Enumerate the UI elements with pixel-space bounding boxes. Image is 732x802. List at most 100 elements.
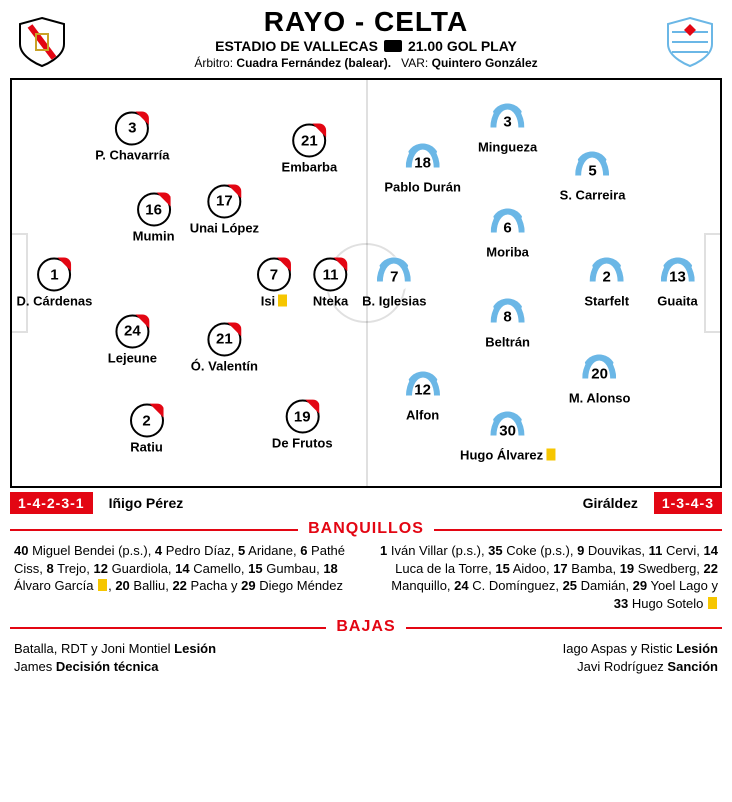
home-coach: Iñigo Pérez <box>109 495 184 511</box>
player-number: 5 <box>588 162 596 179</box>
player-number: 3 <box>503 114 511 131</box>
away-coach: Giráldez <box>583 495 638 511</box>
player-name: Guaita <box>657 294 697 309</box>
player-token: 3 P. Chavarría <box>95 111 169 162</box>
home-player-circle: 7 <box>257 258 291 292</box>
player-name: D. Cárdenas <box>17 294 93 309</box>
match-header: RAYO - CELTA ESTADIO DE VALLECAS 21.00 G… <box>6 6 726 70</box>
player-number: 12 <box>414 382 431 399</box>
player-token: 2 Ratiu <box>130 404 164 455</box>
match-subtitle: ESTADIO DE VALLECAS 21.00 GOL PLAY <box>6 38 726 54</box>
player-name: Ó. Valentín <box>191 358 258 373</box>
player-number: 19 <box>294 408 311 425</box>
away-player-circle: 8 <box>491 298 525 332</box>
bench-lists: 40 Miguel Bendei (p.s.), 4 Pedro Díaz, 5… <box>14 542 718 612</box>
bench-home: 40 Miguel Bendei (p.s.), 4 Pedro Díaz, 5… <box>14 542 358 612</box>
bench-label: BANQUILLOS <box>6 520 726 538</box>
yellow-card-icon <box>546 449 555 461</box>
away-player-circle: 12 <box>406 371 440 405</box>
player-token: 19De Frutos <box>272 400 333 451</box>
player-token: 7 B. Iglesias <box>362 258 426 309</box>
away-player-circle: 18 <box>406 144 440 178</box>
home-player-circle: 1 <box>37 258 71 292</box>
player-token: 2 Starfelt <box>584 258 629 309</box>
player-name: Lejeune <box>108 350 157 365</box>
home-player-circle: 24 <box>115 314 149 348</box>
player-name: B. Iglesias <box>362 294 426 309</box>
away-player-circle: 6 <box>491 209 525 243</box>
player-name: P. Chavarría <box>95 147 169 162</box>
player-name: Mumin <box>133 229 175 244</box>
player-number: 17 <box>216 193 233 210</box>
player-number: 8 <box>503 309 511 326</box>
player-token: 21 Embarba <box>282 124 338 175</box>
away-player-circle: 20 <box>583 355 617 389</box>
coach-row: 1-4-2-3-1 Iñigo Pérez Giráldez 1-3-4-3 <box>10 492 722 514</box>
player-token: 1 D. Cárdenas <box>17 258 93 309</box>
player-token: 3 Mingueza <box>478 103 537 154</box>
player-token: 13 Guaita <box>657 258 697 309</box>
player-name: Isi <box>257 294 291 309</box>
away-formation: 1-3-4-3 <box>654 492 722 514</box>
injuries-home: Batalla, RDT y Joni Montiel LesiónJames … <box>14 640 358 675</box>
injuries-lists: Batalla, RDT y Joni Montiel LesiónJames … <box>14 640 718 675</box>
player-name: Moriba <box>486 245 529 260</box>
injuries-away: Iago Aspas y Ristic LesiónJavi Rodríguez… <box>374 640 718 675</box>
home-crest <box>14 14 70 70</box>
away-player-circle: 13 <box>661 258 695 292</box>
player-token: 30 Hugo Álvarez <box>460 412 555 463</box>
player-number: 30 <box>499 422 516 439</box>
player-number: 2 <box>142 412 150 429</box>
yellow-card-icon <box>98 579 107 591</box>
home-player-circle: 21 <box>292 124 326 158</box>
player-name: Starfelt <box>584 294 629 309</box>
home-player-circle: 19 <box>285 400 319 434</box>
player-token: 5 S. Carreira <box>560 152 626 203</box>
away-player-circle: 30 <box>491 412 525 446</box>
player-number: 11 <box>323 266 339 283</box>
home-player-circle: 21 <box>207 322 241 356</box>
player-token: 6 Moriba <box>486 209 529 260</box>
player-name: Embarba <box>282 160 338 175</box>
home-player-circle: 11 <box>314 258 348 292</box>
match-title: RAYO - CELTA <box>6 6 726 38</box>
time-channel: 21.00 GOL PLAY <box>408 38 517 54</box>
player-number: 24 <box>124 323 141 340</box>
player-number: 18 <box>414 154 431 171</box>
player-token: 16Mumin <box>133 193 175 244</box>
player-token: 8 Beltrán <box>485 298 530 349</box>
home-formation: 1-4-2-3-1 <box>10 492 93 514</box>
player-name: Beltrán <box>485 334 530 349</box>
player-name: Alfon <box>406 407 440 422</box>
officials-line: Árbitro: Cuadra Fernández (balear). VAR:… <box>6 56 726 70</box>
player-name: Unai López <box>190 220 259 235</box>
stadium-name: ESTADIO DE VALLECAS <box>215 38 378 54</box>
player-name: S. Carreira <box>560 188 626 203</box>
player-number: 7 <box>390 268 398 285</box>
home-player-circle: 3 <box>115 111 149 145</box>
player-name: M. Alonso <box>569 391 631 406</box>
player-name: Hugo Álvarez <box>460 448 555 463</box>
player-number: 6 <box>503 219 511 236</box>
lineup-pitch: 1 D. Cárdenas 3 P. Chavarría 16Mumin 24 Lejeun… <box>10 78 722 488</box>
player-number: 7 <box>270 266 278 283</box>
player-token: 21 Ó. Valentín <box>191 322 258 373</box>
player-token: 20 M. Alonso <box>569 355 631 406</box>
player-name: Ratiu <box>130 440 164 455</box>
injuries-label: BAJAS <box>6 618 726 636</box>
home-player-circle: 17 <box>207 184 241 218</box>
yellow-card-icon <box>278 295 287 307</box>
player-name: Pablo Durán <box>384 180 461 195</box>
player-number: 2 <box>603 268 611 285</box>
yellow-card-icon <box>708 597 717 609</box>
player-number: 3 <box>128 120 136 137</box>
player-token: 11 Nteka <box>313 258 348 309</box>
bench-away: 1 Iván Villar (p.s.), 35 Coke (p.s.), 9 … <box>374 542 718 612</box>
away-crest <box>662 14 718 70</box>
player-name: Mingueza <box>478 139 537 154</box>
away-player-circle: 7 <box>377 258 411 292</box>
player-number: 1 <box>50 266 58 283</box>
player-token: 17 Unai López <box>190 184 259 235</box>
goal-area-right <box>704 233 722 333</box>
player-name: Nteka <box>313 294 348 309</box>
